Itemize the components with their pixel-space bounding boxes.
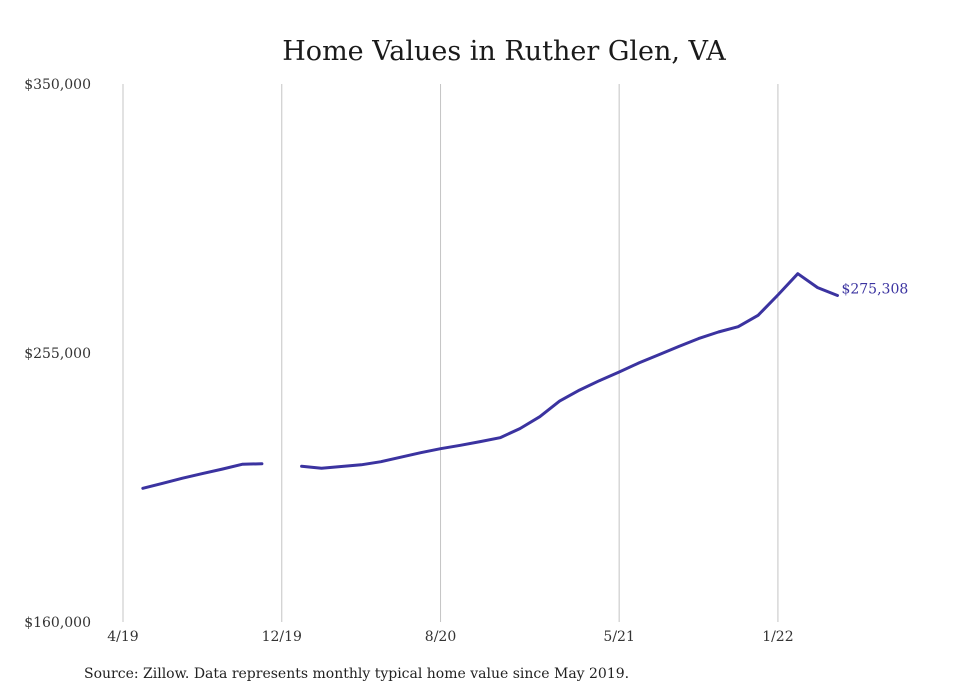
series-line-segment [300,272,839,470]
data-point [578,388,581,392]
data-point [796,272,799,275]
data-point [161,482,164,485]
data-point [637,361,641,365]
end-value-label: $275,308 [841,281,908,297]
data-point [538,415,541,418]
data-point [340,465,343,468]
data-point [439,447,442,450]
data-point [617,370,621,374]
data-point [697,337,700,340]
data-point [260,462,264,465]
data-point [459,444,462,447]
source-note: Source: Zillow. Data represents monthly … [84,666,630,682]
data-point [598,379,601,382]
data-point [717,330,720,334]
chart-title: Home Values in Ruther Glen, VA [282,36,726,67]
x-tick-label: 12/19 [262,629,302,645]
data-point [479,440,482,443]
data-point [359,463,363,467]
data-point [141,487,145,490]
vertical-gridlines [122,84,779,622]
x-tick-label: 4/19 [107,629,138,645]
x-axis-ticks: 4/19 12/19 8/20 5/21 1/22 [107,629,793,645]
data-point [518,427,522,430]
data-point [737,325,740,328]
x-tick-label: 5/21 [603,629,634,645]
data-point [657,353,661,356]
data-point [677,345,680,348]
x-tick-label: 8/20 [425,629,456,645]
data-point [240,463,244,466]
data-point [419,451,422,454]
data-point [379,460,383,463]
data-point [201,472,204,475]
y-tick-label: $160,000 [24,615,91,631]
home-value-series [141,272,839,490]
data-point [300,465,303,468]
data-point [498,436,502,439]
data-point [181,476,184,480]
data-point [816,286,819,289]
y-tick-label: $255,000 [24,346,91,362]
data-point [558,399,561,403]
series-line-segment [141,462,264,490]
data-point [756,314,760,317]
y-tick-label: $350,000 [24,77,91,93]
data-point [221,467,224,471]
data-point [776,293,780,297]
data-point [320,467,323,470]
x-tick-label: 1/22 [762,629,793,645]
data-point [836,294,839,297]
y-axis-ticks: $350,000 $255,000 $160,000 [24,77,91,631]
data-point [399,456,403,459]
